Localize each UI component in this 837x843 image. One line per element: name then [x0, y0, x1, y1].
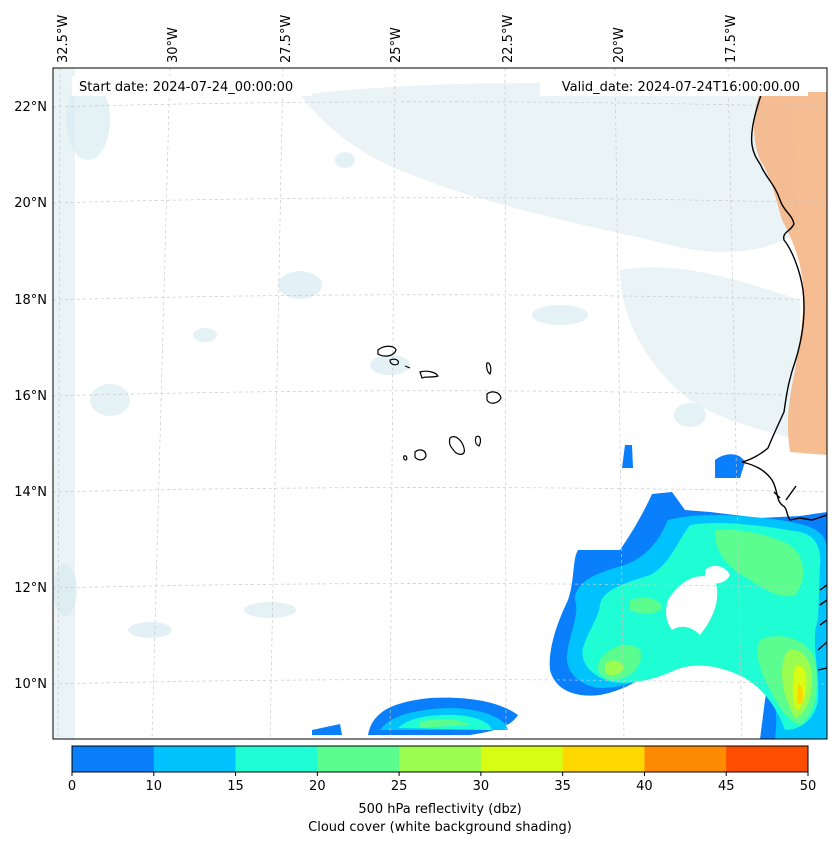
colorbar-sublabel: Cloud cover (white background shading) [308, 820, 572, 835]
lon-label-20w: 20°W [612, 27, 627, 63]
colorbar-tick-label: 50 [800, 779, 817, 794]
valid-date-label: Valid_date: 2024-07-24T16:00:00.00 [562, 80, 800, 95]
colorbar-tick-label: 40 [636, 779, 653, 794]
lat-label-18n: 18°N [14, 293, 47, 308]
colorbar-tick-label: 35 [554, 779, 571, 794]
reflectivity-level-25-30 [605, 649, 812, 718]
island-boa-vista [486, 391, 502, 404]
lat-label-14n: 14°N [14, 485, 47, 500]
colorbar-tick-label: 20 [309, 779, 326, 794]
lat-label-16n: 16°N [14, 389, 47, 404]
island-fogo [414, 449, 427, 461]
lon-label-22-5w: 22.5°W [501, 15, 516, 63]
colorbar-segment [562, 746, 645, 772]
colorbar-segment [235, 746, 318, 772]
colorbar-segment [399, 746, 482, 772]
lon-label-25w: 25°W [389, 27, 404, 63]
island-brava [403, 455, 408, 461]
colorbar-tick-label: 15 [227, 779, 244, 794]
lat-label-20n: 20°N [14, 196, 47, 211]
lon-label-32-5w: 32.5°W [56, 15, 71, 63]
start-date-label: Start date: 2024-07-24_00:00:00 [79, 80, 293, 95]
colorbar-segment [480, 746, 564, 772]
valid-date-box [540, 76, 808, 96]
colorbar-frame [71, 745, 809, 773]
lon-label-27-5w: 27.5°W [279, 15, 294, 63]
lat-label-10n: 10°N [14, 677, 47, 692]
colorbar: 0 10 15 20 25 30 35 40 45 50 [68, 745, 817, 794]
island-sal [486, 362, 492, 375]
colorbar-tick-label: 0 [68, 779, 76, 794]
island-santa-luzia [404, 365, 411, 369]
island-santiago [448, 436, 465, 455]
colorbar-tick-label: 10 [146, 779, 163, 794]
island-sao-vicente [389, 358, 400, 366]
start-date-box [72, 76, 312, 96]
graticule [53, 68, 827, 739]
cloud-cover-patches [53, 80, 706, 650]
map-frame [52, 67, 828, 740]
reflectivity-gap [666, 565, 730, 635]
island-maio [474, 435, 482, 447]
lat-label-12n: 12°N [14, 581, 47, 596]
cape-verde-islands [377, 345, 502, 461]
longitude-labels: 32.5°W 30°W 27.5°W 25°W 22.5°W 20°W 17.5… [56, 15, 739, 63]
colorbar-tick-label: 30 [473, 779, 490, 794]
africa-coastline [741, 91, 827, 671]
lon-label-17-5w: 17.5°W [724, 15, 739, 63]
latitude-labels: 22°N 20°N 18°N 16°N 14°N 12°N 10°N [14, 100, 47, 692]
colorbar-segment [72, 746, 155, 772]
reflectivity-level-35-40 [797, 684, 804, 705]
reflectivity-level-20-25 [420, 529, 817, 728]
land-temperature-shading [754, 92, 827, 455]
colorbar-label: 500 hPa reflectivity (dbz) [358, 802, 521, 817]
colorbar-segment [317, 746, 400, 772]
island-santo-antao [377, 345, 397, 357]
colorbar-tick-label: 45 [718, 779, 735, 794]
reflectivity-contours [312, 445, 827, 739]
island-sao-nicolau [419, 370, 439, 379]
colorbar-segment [726, 746, 809, 772]
colorbar-tick-label: 25 [391, 779, 408, 794]
lat-label-22n: 22°N [14, 100, 47, 115]
colorbar-segment [644, 746, 727, 772]
colorbar-segment [153, 746, 237, 772]
lon-label-30w: 30°W [166, 27, 181, 63]
